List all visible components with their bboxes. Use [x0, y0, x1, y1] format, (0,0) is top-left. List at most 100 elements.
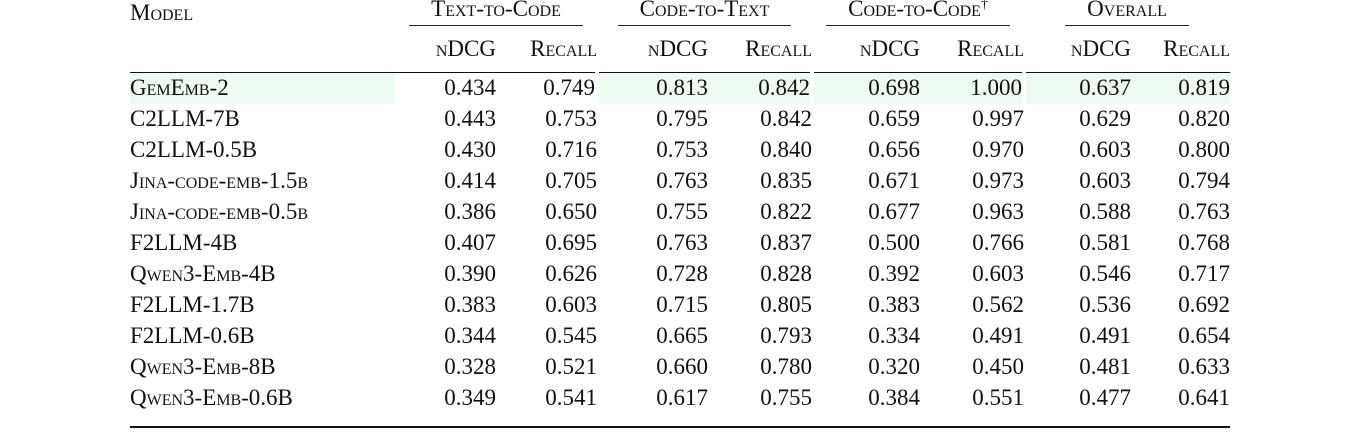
ndcg-value: 0.656	[868, 137, 921, 162]
ndcg-value: 0.320	[868, 354, 921, 379]
ndcg-value: 0.536	[1079, 292, 1132, 317]
recall-value: 0.820	[1178, 106, 1231, 131]
group-label: Code-to-Code	[848, 0, 981, 21]
recall-value: 0.755	[760, 385, 813, 410]
ndcg-value: 0.698	[810, 72, 921, 104]
table-row: GemEmb-2 0.434 0.749 0.813 0.842 0.698 1.000 0.…	[130, 72, 1231, 104]
table-row: C2LLM-0.5B 0.430 0.716 0.753 0.840 0.656 0.970…	[130, 135, 1230, 166]
group-label: Overall	[1087, 0, 1167, 21]
recall-value: 0.749	[543, 75, 596, 101]
recall-value: 0.692	[1178, 292, 1231, 317]
group-header-row: Model Text-to-Code Code-to-Text Code-to-…	[130, 0, 1230, 26]
model-name: F2LLM-4B	[130, 230, 238, 255]
recall-value: 0.626	[545, 261, 598, 286]
model-name: GemEmb-2	[130, 72, 395, 104]
recall-value: 0.793	[760, 323, 813, 348]
ndcg-value: 0.763	[656, 168, 709, 193]
ndcg-value: 0.753	[656, 137, 709, 162]
recall-value: 0.837	[760, 230, 813, 255]
recall-value: 0.705	[545, 168, 598, 193]
recall-value: 0.450	[972, 354, 1025, 379]
model-name: F2LLM-0.6B	[130, 323, 255, 348]
recall-value: 0.800	[1178, 137, 1231, 162]
recall-value: 0.763	[1178, 199, 1231, 224]
metric-header-recall: Recall	[920, 26, 1025, 73]
ndcg-value: 0.617	[656, 385, 709, 410]
ndcg-value: 0.715	[656, 292, 709, 317]
recall-value: 0.545	[545, 323, 598, 348]
model-name: Qwen3-Emb-0.6B	[130, 385, 293, 410]
metric-header-recall: Recall	[708, 26, 813, 73]
recall-value: 0.717	[1178, 261, 1231, 286]
table-row: F2LLM-1.7B 0.383 0.603 0.715 0.805 0.383 0.562…	[130, 290, 1230, 321]
recall-value: 0.819	[1131, 72, 1231, 104]
recall-value: 0.562	[972, 292, 1025, 317]
ndcg-value: 0.344	[444, 323, 496, 348]
ndcg-value: 0.392	[868, 261, 921, 286]
ndcg-value: 0.414	[444, 168, 496, 193]
metric-header-ndcg: nDCG	[395, 26, 496, 73]
table-row: Qwen3-Emb-8B 0.328 0.521 0.660 0.780 0.320 0.4…	[130, 352, 1230, 383]
recall-value: 0.768	[1178, 230, 1231, 255]
model-name: Jina-code-emb-0.5b	[130, 199, 309, 224]
recall-value: 0.551	[972, 385, 1025, 410]
model-name: Qwen3-Emb-8B	[130, 354, 276, 379]
table-row: Jina-code-emb-1.5b 0.414 0.705 0.763 0.835 0.…	[130, 166, 1230, 197]
ndcg-value: 0.477	[1079, 385, 1132, 410]
ndcg-value: 0.491	[1079, 323, 1132, 348]
ndcg-value: 0.588	[1079, 199, 1132, 224]
ndcg-value: 0.629	[1079, 106, 1132, 131]
recall-value: 0.641	[1178, 385, 1231, 410]
metric-header-spacer	[130, 26, 395, 73]
recall-value: 0.541	[545, 385, 598, 410]
ndcg-value: 0.665	[656, 323, 709, 348]
ndcg-value: 0.660	[656, 354, 709, 379]
metric-header-ndcg: nDCG	[812, 26, 921, 73]
recall-value: 0.654	[1178, 323, 1231, 348]
results-body: GemEmb-2 0.434 0.749 0.813 0.842 0.698 1.000 0.…	[130, 72, 1231, 414]
recall-value: 0.603	[545, 292, 598, 317]
ndcg-value: 0.500	[868, 230, 921, 255]
ndcg-value: 0.603	[1079, 168, 1132, 193]
recall-value: 0.973	[972, 168, 1025, 193]
recall-value: 0.970	[972, 137, 1025, 162]
recall-value: 0.842	[760, 106, 813, 131]
recall-value: 0.963	[972, 199, 1025, 224]
ndcg-value: 0.659	[868, 106, 921, 131]
ndcg-value: 0.383	[444, 292, 496, 317]
model-name: Jina-code-emb-1.5b	[130, 168, 309, 193]
recall-value: 0.753	[545, 106, 598, 131]
group-header-overall: Overall	[1024, 0, 1230, 26]
ndcg-value: 0.763	[656, 230, 709, 255]
ndcg-value: 0.581	[1079, 230, 1132, 255]
recall-value: 0.521	[545, 354, 598, 379]
ndcg-value: 0.334	[868, 323, 921, 348]
table-row: Qwen3-Emb-0.6B 0.349 0.541 0.617 0.755 0.384 0…	[130, 383, 1230, 414]
recall-value: 0.716	[545, 137, 598, 162]
recall-value: 0.805	[760, 292, 813, 317]
recall-value: 0.766	[972, 230, 1025, 255]
recall-value: 0.835	[760, 168, 813, 193]
ndcg-value: 0.383	[868, 292, 921, 317]
table-bottom-rule	[130, 426, 1230, 428]
table-row: F2LLM-0.6B 0.344 0.545 0.665 0.793 0.334 0.491…	[130, 321, 1230, 352]
recall-value: 0.695	[545, 230, 598, 255]
metric-header-recall: Recall	[1131, 26, 1231, 73]
recall-value: 0.650	[545, 199, 598, 224]
recall-value: 1.000	[920, 72, 1025, 104]
ndcg-value: 0.349	[444, 385, 496, 410]
model-column-header: Model	[130, 0, 194, 25]
recall-value: 0.491	[972, 323, 1025, 348]
table-row: Jina-code-emb-0.5b 0.386 0.650 0.755 0.822 0.…	[130, 197, 1230, 228]
recall-value: 0.997	[972, 106, 1025, 131]
ndcg-value: 0.603	[1079, 137, 1132, 162]
ndcg-value: 0.671	[868, 168, 921, 193]
metric-header-recall: Recall	[496, 26, 598, 73]
ndcg-value: 0.390	[444, 261, 496, 286]
group-header-code-to-text: Code-to-Text	[597, 0, 812, 26]
recall-value: 0.822	[760, 199, 813, 224]
recall-value: 0.780	[760, 354, 813, 379]
ndcg-value: 0.677	[868, 199, 921, 224]
table-row: C2LLM-7B 0.443 0.753 0.795 0.842 0.659 0.997 0.…	[130, 104, 1230, 135]
model-name: C2LLM-7B	[130, 106, 240, 131]
